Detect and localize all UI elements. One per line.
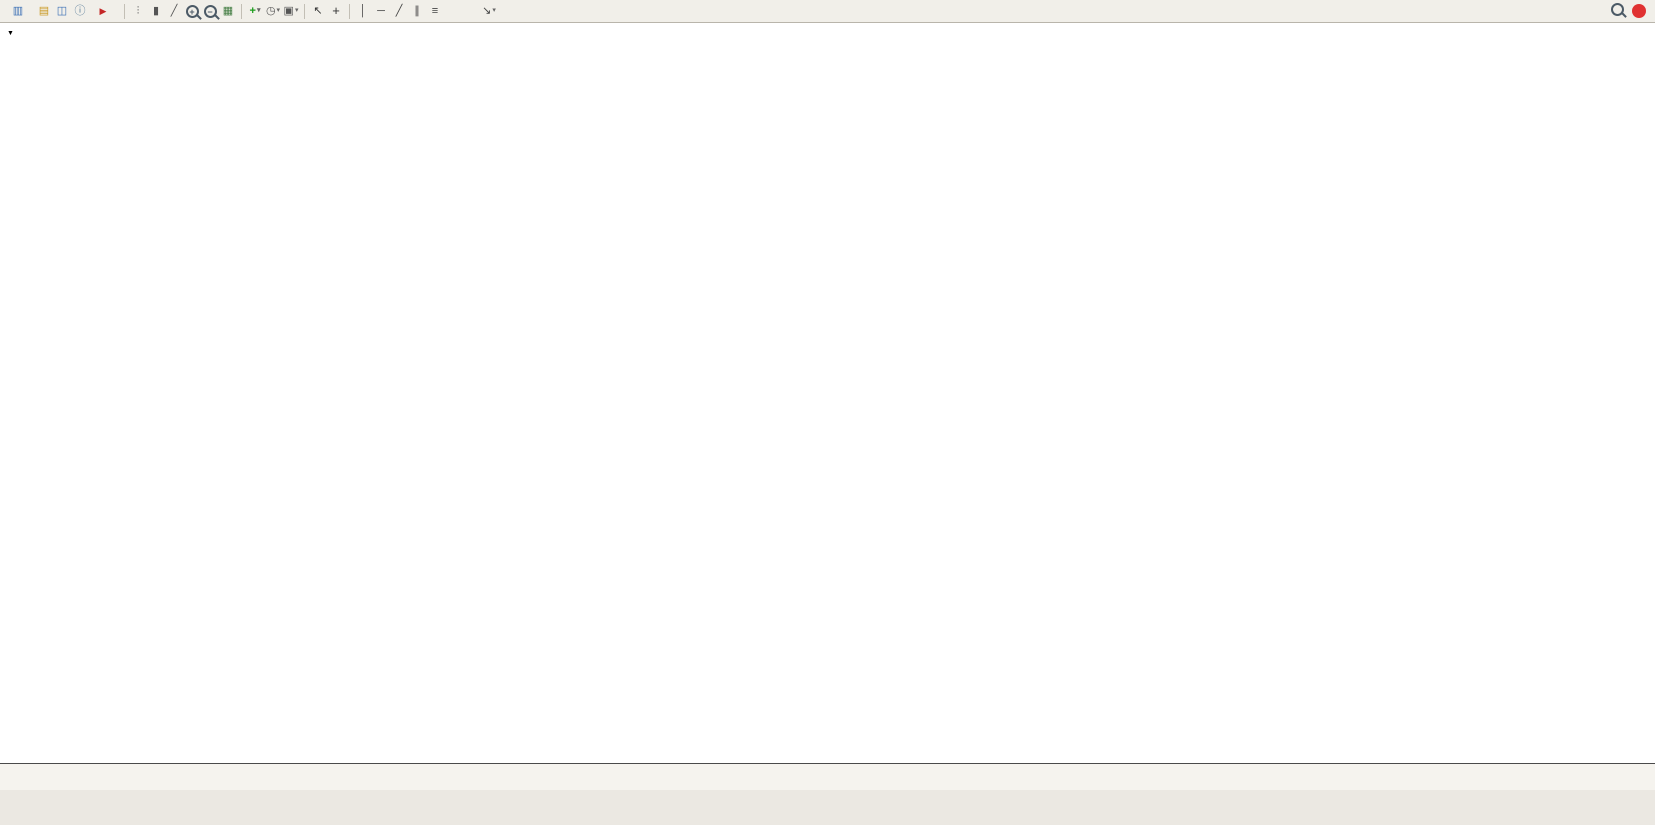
price-axis[interactable] <box>1612 24 1655 763</box>
toolbar: ▥ ▤ ◫ ⓘ ▶ ⫶ ▮ ╱ ▦ +▾ ◷▾ ▣▾ ↖ + │ ─ ╱ ∥ ≡… <box>0 0 1655 23</box>
navigator-icon[interactable]: ◫ <box>56 5 68 17</box>
new-order-button[interactable]: ▥ <box>5 1 34 22</box>
channel-icon[interactable]: ∥ <box>414 5 420 17</box>
text-tool-icon[interactable] <box>445 3 461 19</box>
crosshair-icon[interactable]: + <box>332 3 340 18</box>
charts-icon[interactable]: ▤ <box>38 5 50 17</box>
indicators-icon[interactable]: + ▾ <box>249 5 261 17</box>
candlestick-type-icon[interactable]: ▮ <box>152 5 160 17</box>
auto-trading-button[interactable]: ▶ <box>90 1 119 22</box>
periods-icon[interactable]: ◷ ▾ <box>265 5 281 17</box>
zoom-in-icon[interactable] <box>184 3 200 20</box>
arrows-tool-icon[interactable]: ↘ ▾ <box>482 5 496 17</box>
chart-symbol-header: ▼ <box>7 28 23 39</box>
zoom-out-icon[interactable] <box>202 3 218 20</box>
cursor-icon[interactable]: ↖ <box>313 5 323 17</box>
info-icon[interactable]: ⓘ <box>74 5 86 17</box>
search-icon[interactable] <box>1611 3 1624 19</box>
toolbar-right-tools <box>1611 3 1650 19</box>
templates-icon[interactable]: ▣ ▾ <box>283 5 299 17</box>
new-order-icon: ▥ <box>12 5 24 17</box>
bar-chart-type-icon[interactable]: ⫶ <box>136 5 140 17</box>
line-chart-type-icon[interactable]: ╱ <box>170 5 178 17</box>
notification-badge[interactable] <box>1632 4 1646 18</box>
vertical-line-icon[interactable]: │ <box>359 5 367 17</box>
grid-icon[interactable]: ▦ <box>222 5 234 17</box>
fibonacci-icon[interactable]: ≡ <box>431 5 439 17</box>
label-tool-icon[interactable] <box>463 3 479 19</box>
toolbar-separator <box>241 3 242 19</box>
horizontal-line-icon[interactable]: ─ <box>377 5 385 17</box>
toolbar-separator <box>124 3 125 19</box>
trendline-icon[interactable]: ╱ <box>395 5 403 17</box>
symbol-collapse-icon[interactable]: ▼ <box>7 30 14 37</box>
toolbar-separator <box>304 3 305 19</box>
toolbar-separator <box>349 3 350 19</box>
auto-trading-icon: ▶ <box>99 6 107 16</box>
time-axis[interactable] <box>0 763 1655 790</box>
window-bottom-area <box>0 790 1655 825</box>
